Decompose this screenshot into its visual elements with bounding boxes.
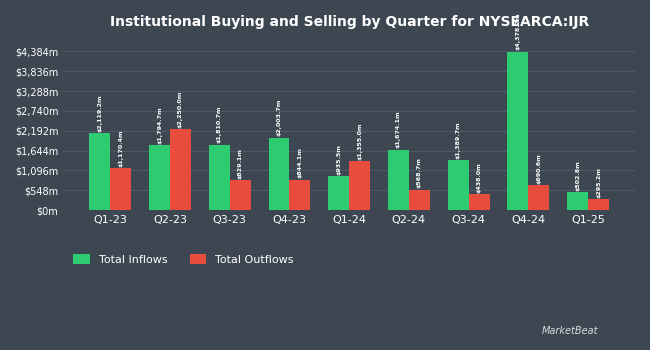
Text: $1,794.7m: $1,794.7m [157, 106, 162, 144]
Bar [508, 51, 528, 210]
Bar [111, 168, 131, 210]
Bar [409, 190, 430, 210]
Bar [448, 160, 469, 210]
Bar [567, 192, 588, 210]
Text: $1,355.0m: $1,355.0m [357, 122, 362, 160]
Legend: Total Inflows, Total Outflows: Total Inflows, Total Outflows [69, 250, 298, 269]
Bar [268, 138, 289, 210]
Text: $568.7m: $568.7m [417, 158, 422, 188]
Text: $1,389.7m: $1,389.7m [456, 121, 461, 159]
Text: $438.0m: $438.0m [476, 162, 482, 193]
Title: Institutional Buying and Selling by Quarter for NYSEARCA:IJR: Institutional Buying and Selling by Quar… [110, 15, 589, 29]
Bar [89, 133, 111, 210]
Bar [289, 180, 310, 210]
Text: $1,810.7m: $1,810.7m [216, 106, 222, 144]
Text: $690.6m: $690.6m [536, 153, 541, 184]
Bar [388, 149, 409, 210]
Bar [469, 194, 489, 210]
Text: $829.1m: $829.1m [238, 148, 242, 179]
Bar [209, 145, 229, 210]
Text: $295.2m: $295.2m [596, 168, 601, 198]
Text: $844.1m: $844.1m [298, 148, 302, 178]
Bar [528, 185, 549, 210]
Text: $2,003.7m: $2,003.7m [276, 99, 281, 136]
Text: $1,674.1m: $1,674.1m [396, 111, 401, 148]
Text: $1,170.4m: $1,170.4m [118, 129, 124, 167]
Bar [149, 145, 170, 210]
Bar [328, 176, 349, 210]
Text: $2,119.2m: $2,119.2m [98, 94, 102, 132]
Text: $935.5m: $935.5m [336, 144, 341, 175]
Text: $4,378.2m: $4,378.2m [515, 13, 521, 50]
Bar [170, 129, 191, 210]
Bar [588, 199, 609, 210]
Bar [349, 161, 370, 210]
Bar [229, 180, 251, 210]
Text: $2,250.0m: $2,250.0m [178, 90, 183, 127]
Text: $502.8m: $502.8m [575, 160, 580, 191]
Text: MarketBeat: MarketBeat [541, 326, 598, 336]
